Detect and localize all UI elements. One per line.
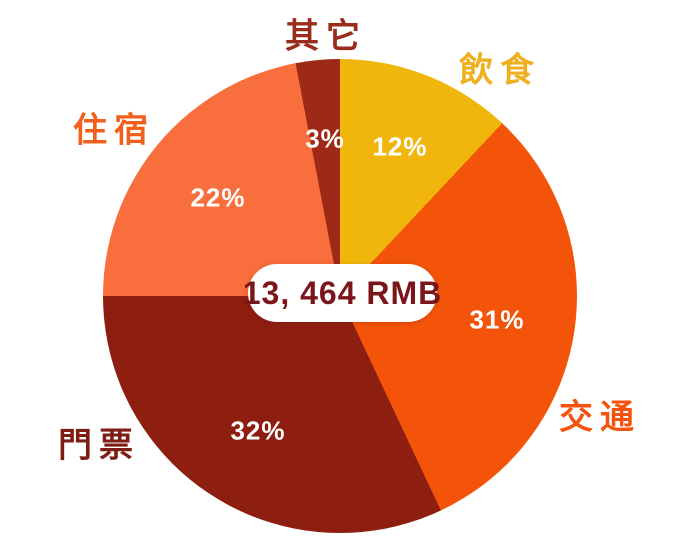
- slice-percent-lodging: 22%: [190, 182, 246, 213]
- slice-label-transport: 交通: [559, 398, 641, 437]
- total-amount: 13, 464 RMB: [242, 274, 443, 311]
- slice-label-lodging: 住宿: [73, 111, 155, 150]
- slice-label-other: 其它: [285, 17, 367, 56]
- slice-label-food: 飲食: [459, 51, 541, 90]
- slice-percent-food: 12%: [372, 131, 428, 162]
- total-badge: 13, 464 RMB: [243, 264, 441, 322]
- slice-percent-transport: 31%: [469, 304, 525, 335]
- slice-percent-other: 3%: [305, 123, 345, 154]
- slice-label-tickets: 門票: [58, 426, 140, 465]
- slice-percent-tickets: 32%: [230, 415, 286, 446]
